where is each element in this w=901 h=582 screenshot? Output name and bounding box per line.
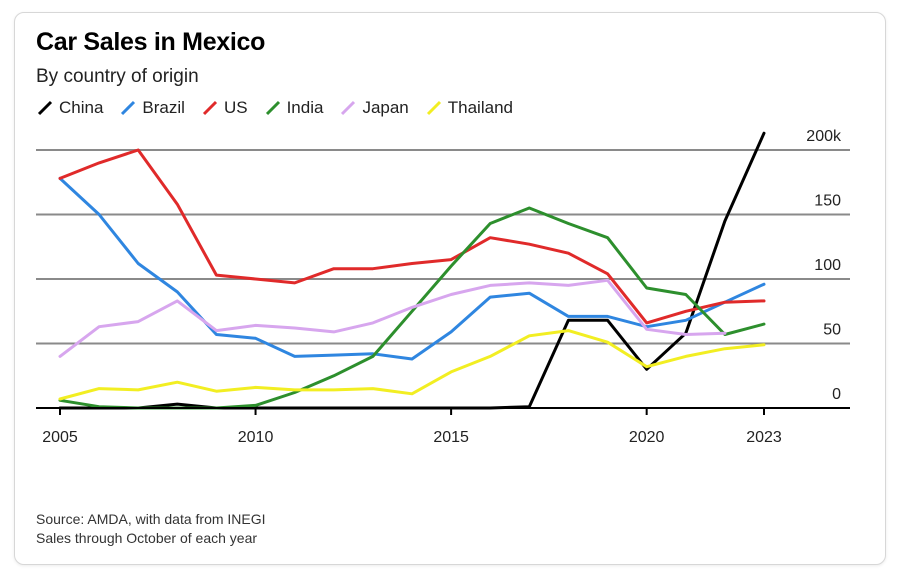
source-line-1: Source: AMDA, with data from INEGI bbox=[36, 511, 266, 527]
axes: 200k 150 100 50 0 2005 2010 2015 2020 2023 bbox=[36, 128, 850, 446]
legend-swatch-india bbox=[265, 100, 280, 116]
legend-item-china: China bbox=[36, 98, 103, 118]
legend-swatch-china bbox=[37, 100, 53, 116]
legend-label-us: US bbox=[223, 98, 248, 117]
series-lines bbox=[58, 131, 766, 410]
x-tick-label-2023: 2023 bbox=[746, 429, 782, 446]
series-line-thailand bbox=[58, 329, 766, 401]
chart-card bbox=[14, 12, 886, 565]
legend-label-china: China bbox=[59, 98, 104, 117]
x-tick-label-2020: 2020 bbox=[629, 429, 665, 446]
x-tick-label-2015: 2015 bbox=[433, 429, 469, 446]
legend: China Brazil US India Japan Thailand bbox=[36, 98, 529, 118]
legend-label-india: India bbox=[286, 98, 324, 117]
series-line-japan bbox=[58, 278, 727, 358]
source-line-2: Sales through October of each year bbox=[36, 530, 258, 546]
y-tick-label-50: 50 bbox=[823, 322, 841, 339]
legend-label-japan: Japan bbox=[362, 98, 409, 117]
legend-item-thailand: Thailand bbox=[425, 98, 513, 118]
y-tick-label-150: 150 bbox=[814, 193, 841, 210]
gridlines bbox=[36, 149, 850, 345]
series-line-us bbox=[58, 148, 766, 325]
legend-item-india: India bbox=[264, 98, 324, 118]
x-tick-label-2010: 2010 bbox=[238, 429, 274, 446]
legend-item-brazil: Brazil bbox=[119, 98, 185, 118]
legend-swatch-brazil bbox=[121, 100, 136, 116]
chart-subtitle: By country of origin bbox=[36, 66, 199, 87]
legend-label-thailand: Thailand bbox=[447, 98, 513, 117]
source-note: Source: AMDA, with data from INEGI Sales… bbox=[36, 510, 266, 548]
x-tick-label-2005: 2005 bbox=[42, 429, 78, 446]
series-line-china bbox=[58, 131, 766, 410]
legend-item-japan: Japan bbox=[339, 98, 409, 118]
legend-label-brazil: Brazil bbox=[142, 98, 185, 117]
y-tick-label-100: 100 bbox=[814, 257, 841, 274]
series-line-brazil bbox=[58, 176, 766, 361]
y-tick-label-200: 200k bbox=[806, 128, 842, 145]
legend-swatch-us bbox=[202, 100, 217, 116]
legend-item-us: US bbox=[201, 98, 248, 118]
legend-swatch-japan bbox=[341, 100, 356, 116]
y-tick-label-0: 0 bbox=[832, 386, 841, 403]
legend-swatch-thailand bbox=[426, 100, 441, 116]
chart-title: Car Sales in Mexico bbox=[36, 28, 266, 56]
